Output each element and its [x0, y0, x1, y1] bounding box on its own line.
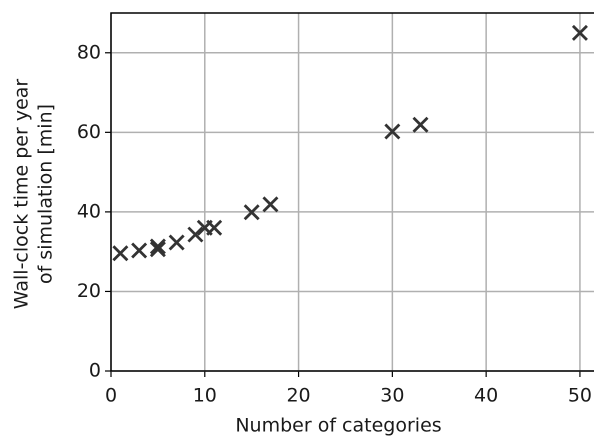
axes-frame [110, 12, 594, 372]
scatter-point [243, 204, 260, 221]
y-tick-label: 0 [89, 360, 101, 382]
scatter-point [384, 123, 401, 140]
scatter-point [412, 116, 429, 133]
y-tick-label: 80 [77, 41, 101, 63]
x-tick-label: 0 [105, 385, 117, 407]
scatter-point [187, 226, 204, 243]
scatter-point [206, 219, 223, 236]
scatter-point [571, 24, 588, 41]
scatter-point [131, 242, 148, 259]
x-tick-label: 50 [568, 385, 592, 407]
y-tick-label: 20 [77, 280, 101, 302]
scatter-point [149, 241, 166, 258]
scatter-point [262, 196, 279, 213]
y-tick-label: 40 [77, 200, 101, 222]
x-tick-label: 30 [380, 385, 404, 407]
y-tick-label: 60 [77, 121, 101, 143]
scatter-point [149, 238, 166, 255]
x-tick-label: 20 [286, 385, 310, 407]
x-axis-label: Number of categories [235, 415, 441, 437]
x-tick-label: 40 [474, 385, 498, 407]
scatter-point [112, 245, 129, 262]
x-tick-label: 10 [193, 385, 217, 407]
y-axis-label: Wall-clock time per year [11, 79, 33, 310]
scatter-point [168, 234, 185, 251]
y-axis-label: of simulation [min] [35, 104, 57, 284]
